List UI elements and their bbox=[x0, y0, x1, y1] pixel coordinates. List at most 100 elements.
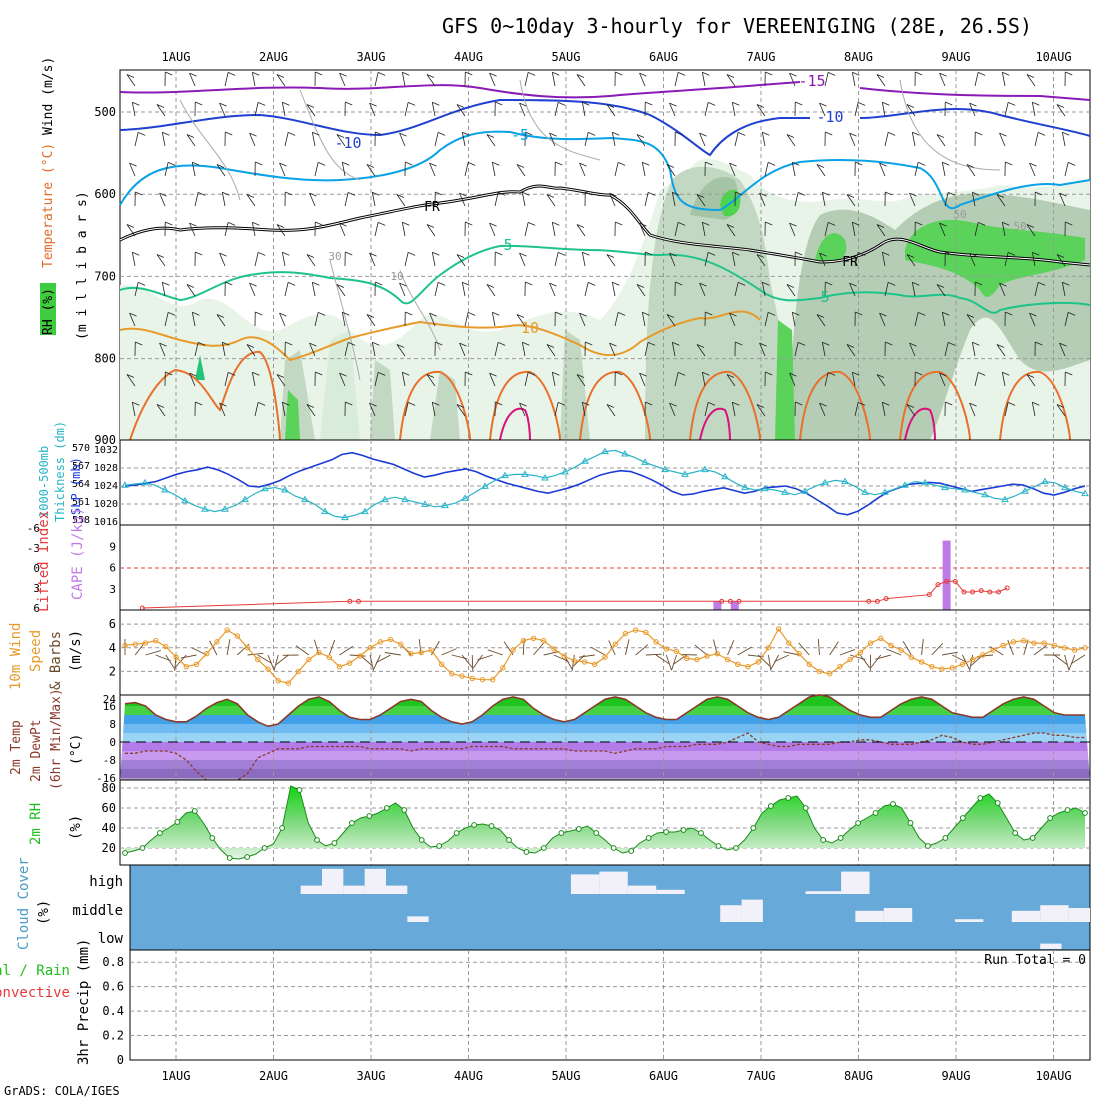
wind-barb bbox=[525, 131, 533, 136]
wind-barb bbox=[1004, 252, 1009, 267]
contour-label: 5 bbox=[503, 236, 512, 254]
wind-barb bbox=[879, 162, 886, 177]
wind-barb bbox=[729, 162, 737, 167]
wind-barb bbox=[336, 284, 345, 288]
wind10m-point bbox=[1010, 639, 1017, 645]
wind-barb bbox=[786, 134, 795, 138]
thickness-point bbox=[681, 470, 689, 477]
wind-barb bbox=[344, 342, 349, 357]
wind-barb bbox=[794, 342, 799, 357]
wind10m-points bbox=[122, 626, 1088, 686]
wind-barb bbox=[555, 311, 563, 316]
wind-barb bbox=[315, 221, 323, 226]
wind-barb bbox=[405, 311, 413, 316]
date-label: 10AUG bbox=[1035, 50, 1071, 64]
wind10m-point bbox=[878, 635, 884, 642]
wind-barb bbox=[309, 192, 316, 207]
wind-barb bbox=[579, 162, 586, 177]
wind-barb bbox=[696, 344, 705, 348]
wind-barb bbox=[765, 371, 773, 376]
wind-barb bbox=[489, 372, 497, 377]
wind-barb bbox=[546, 194, 556, 207]
wind-barb bbox=[497, 341, 506, 346]
wind-barb bbox=[495, 401, 503, 406]
thickness-point bbox=[941, 483, 949, 491]
wind-barb bbox=[969, 102, 977, 107]
wind-barb bbox=[285, 191, 293, 196]
li-point bbox=[935, 582, 941, 588]
li-point bbox=[719, 598, 725, 604]
wind-barb bbox=[876, 74, 886, 87]
wind-barb bbox=[1005, 311, 1013, 316]
wind-barb bbox=[699, 132, 707, 137]
wind-barb bbox=[434, 282, 439, 297]
run-total: Run Total = 0 bbox=[984, 953, 1086, 968]
wind-barb bbox=[189, 222, 197, 227]
wind-barb bbox=[644, 192, 649, 207]
wind-barb bbox=[216, 164, 226, 177]
wind-barb bbox=[822, 341, 830, 346]
wind-barb bbox=[396, 194, 405, 198]
wind10m-point bbox=[1041, 640, 1047, 646]
wind-barb bbox=[886, 648, 902, 656]
wind-barb bbox=[857, 401, 866, 406]
wind-barb bbox=[164, 312, 169, 327]
cloud-cell bbox=[720, 905, 742, 922]
wind-barb bbox=[246, 194, 256, 207]
wind10m-point bbox=[367, 645, 373, 651]
thickness-point bbox=[881, 488, 889, 495]
rh2m-tick: 40 bbox=[102, 821, 116, 835]
wind-barb bbox=[789, 222, 796, 237]
wind10m-point bbox=[489, 676, 496, 683]
thickness-tick: 570 bbox=[72, 443, 90, 454]
wind10m-point bbox=[479, 676, 486, 683]
contour-label: 50 bbox=[953, 208, 966, 221]
rh2m-point bbox=[767, 803, 774, 809]
wind10m-point bbox=[1021, 637, 1027, 644]
wind-barb bbox=[585, 191, 593, 196]
wind-barb bbox=[197, 341, 206, 346]
wind-barb bbox=[971, 192, 976, 207]
wind-barb bbox=[669, 252, 676, 267]
wind-barb bbox=[131, 252, 136, 267]
rh2m-point bbox=[1082, 810, 1088, 816]
wind-barb bbox=[434, 132, 439, 147]
cape-ylabel-a: Lifted Index bbox=[36, 511, 52, 612]
wind-barb bbox=[582, 101, 590, 106]
thickness-point bbox=[181, 496, 189, 504]
wind-barb bbox=[611, 282, 616, 297]
dewpoint2m-series bbox=[125, 732, 1085, 784]
wind-barb bbox=[226, 639, 231, 656]
wind-barb bbox=[977, 71, 986, 76]
wind-barb bbox=[402, 71, 410, 76]
wind-barb bbox=[795, 251, 803, 256]
wind-barb bbox=[759, 342, 767, 347]
wind10m-point bbox=[500, 665, 506, 671]
rh2m-tick: 80 bbox=[102, 781, 116, 795]
wind-barb bbox=[876, 224, 885, 228]
wind-barb bbox=[227, 371, 236, 376]
wind-barb bbox=[1007, 639, 1014, 656]
temp2m-gridlines bbox=[175, 695, 1054, 780]
wind-barb bbox=[555, 161, 563, 166]
rh2m-point bbox=[471, 822, 477, 828]
wind-barb bbox=[851, 372, 856, 387]
wind-barb bbox=[255, 161, 263, 166]
contour-label: 30 bbox=[328, 250, 341, 263]
wind10m-point bbox=[929, 663, 935, 670]
wind-barb bbox=[579, 312, 586, 327]
wind10m-speed-series bbox=[124, 627, 1086, 684]
cloud-cell bbox=[407, 916, 429, 922]
wind-barb bbox=[432, 401, 440, 406]
wind-barb bbox=[732, 251, 740, 256]
li-point bbox=[356, 598, 362, 604]
wind-barb bbox=[1037, 281, 1046, 286]
wind-barb bbox=[399, 282, 406, 297]
wind-barb bbox=[855, 311, 863, 316]
rh2m-tick: 60 bbox=[102, 801, 116, 815]
li-point bbox=[970, 589, 976, 595]
temp2m-tick: 8 bbox=[109, 718, 116, 731]
wind-barb bbox=[852, 221, 860, 226]
cape-bars bbox=[713, 540, 951, 610]
wind-barb bbox=[279, 162, 286, 177]
